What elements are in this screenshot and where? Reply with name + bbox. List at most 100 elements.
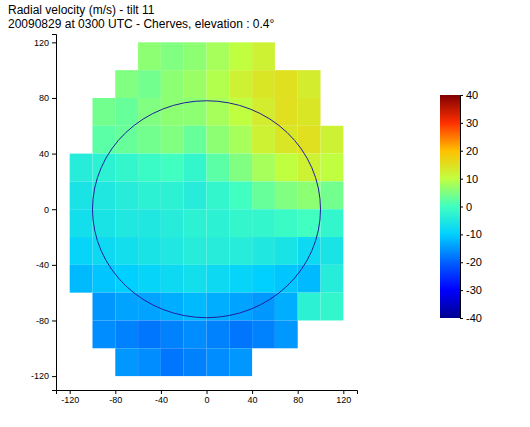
xticks-tick-label: 120	[336, 395, 351, 405]
velocity-cell	[161, 42, 184, 70]
xticks-tick: 80	[293, 390, 303, 405]
velocity-cell	[207, 126, 230, 154]
xticks-tick-mark	[70, 390, 71, 394]
velocity-cell	[184, 154, 207, 182]
velocity-cell	[184, 237, 207, 265]
xticks-axis-line	[57, 391, 358, 395]
velocity-cell	[298, 70, 321, 98]
cbar_ticks-tick: -30	[460, 284, 482, 296]
velocity-cell	[92, 320, 115, 348]
velocity-cell	[298, 293, 321, 321]
velocity-cell	[321, 126, 344, 154]
xticks-tick-label: 80	[293, 395, 303, 405]
velocity-cell	[275, 293, 298, 321]
velocity-cell	[252, 265, 275, 293]
xticks-tick: 0	[204, 390, 209, 405]
velocity-cell	[115, 154, 138, 182]
xticks-tick: 120	[336, 390, 351, 405]
velocity-cell	[275, 320, 298, 348]
yticks-tick-label: 0	[44, 205, 49, 215]
velocity-cell	[184, 209, 207, 237]
velocity-cell	[161, 154, 184, 182]
xticks-axis: -120-80-4004080120	[57, 390, 358, 405]
velocity-cell	[115, 237, 138, 265]
velocity-cell	[275, 209, 298, 237]
xticks-tick-mark	[252, 390, 253, 394]
velocity-cell	[115, 320, 138, 348]
cbar_ticks-tick-label: 40	[466, 89, 478, 101]
chart: Radial velocity (m/s) - tilt 1120090829 …	[0, 0, 530, 427]
cbar_ticks-tick: -40	[460, 312, 482, 324]
cbar_ticks-tick-mark	[460, 207, 463, 208]
velocity-cell	[275, 237, 298, 265]
xticks-tick-label: -120	[61, 395, 79, 405]
velocity-cell	[92, 293, 115, 321]
velocity-cell	[252, 181, 275, 209]
velocity-cell	[298, 154, 321, 182]
velocity-cell	[138, 237, 161, 265]
subtitle: 20090829 at 0300 UTC - Cherves, elevatio…	[8, 17, 274, 31]
velocity-cell	[70, 237, 93, 265]
velocity-cell	[321, 293, 344, 321]
velocity-cell	[229, 181, 252, 209]
xticks-tick-mark	[115, 390, 116, 394]
velocity-cell	[115, 181, 138, 209]
yticks-tick-label: -80	[36, 316, 49, 326]
velocity-cell	[184, 70, 207, 98]
cbar_ticks-tick: 10	[460, 173, 478, 185]
velocity-cell	[207, 320, 230, 348]
velocity-cell	[161, 126, 184, 154]
yticks-tick-mark	[52, 42, 56, 43]
velocity-cell	[115, 209, 138, 237]
cbar_ticks-tick: 20	[460, 145, 478, 157]
velocity-cell	[321, 265, 344, 293]
cbar_ticks-tick-label: -40	[466, 312, 482, 324]
velocity-cell	[184, 348, 207, 376]
velocity-cell	[298, 98, 321, 126]
cbar_ticks-tick: -10	[460, 228, 482, 240]
velocity-cell	[321, 154, 344, 182]
xticks-tick-mark	[207, 390, 208, 394]
yticks-tick-label: -120	[31, 371, 49, 381]
velocity-cell	[184, 181, 207, 209]
xticks-tick: -120	[61, 390, 79, 405]
velocity-cell	[207, 265, 230, 293]
yticks-tick-mark	[52, 265, 56, 266]
cbar_ticks-tick: 40	[460, 89, 478, 101]
velocity-cell	[161, 320, 184, 348]
velocity-cell	[275, 154, 298, 182]
velocity-cell	[115, 70, 138, 98]
velocity-cell	[138, 42, 161, 70]
velocity-cell	[138, 126, 161, 154]
cbar_ticks-tick-label: 0	[466, 201, 472, 213]
velocity-cell	[161, 181, 184, 209]
xticks-tick: 40	[248, 390, 258, 405]
yticks-tick-mark	[52, 154, 56, 155]
velocity-cell	[252, 293, 275, 321]
velocity-cell	[321, 209, 344, 237]
velocity-cell	[252, 42, 275, 70]
velocity-cell	[115, 348, 138, 376]
velocity-cell	[298, 209, 321, 237]
yticks-tick: 120	[34, 38, 56, 48]
cbar_ticks-tick: -20	[460, 256, 482, 268]
xticks-tick: -80	[109, 390, 122, 405]
xticks-tick-mark	[343, 390, 344, 394]
velocity-cell	[229, 98, 252, 126]
velocity-cell	[92, 237, 115, 265]
velocity-cell	[161, 98, 184, 126]
velocity-cell	[229, 320, 252, 348]
velocity-cell	[207, 181, 230, 209]
yticks-tick-label: 40	[39, 149, 49, 159]
yticks-tick: -40	[36, 260, 56, 270]
yticks-axis: -120-80-4004080120	[31, 35, 57, 391]
velocity-cell	[252, 98, 275, 126]
yticks-tick: 0	[44, 205, 56, 215]
yticks-tick-label: -40	[36, 260, 49, 270]
cbar_ticks-tick-mark	[460, 318, 463, 319]
velocity-cell	[161, 70, 184, 98]
yticks-tick: -120	[31, 371, 56, 381]
velocity-cell	[161, 237, 184, 265]
velocity-cell	[92, 154, 115, 182]
cbar_ticks-tick-mark	[460, 123, 463, 124]
